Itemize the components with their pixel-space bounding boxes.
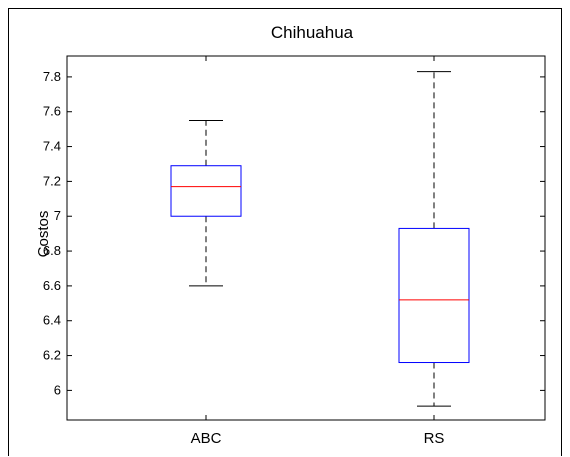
y-tick-label: 6.4 [43,313,61,328]
chart-title: Chihuahua [271,23,354,42]
y-tick-label: 6.8 [43,243,61,258]
box-rs [398,227,470,364]
x-tick-label: RS [424,430,445,447]
y-tick-label: 7.2 [43,173,61,188]
y-tick-label: 6.6 [43,278,61,293]
y-axis-label: Costos [35,211,52,258]
chart-marks: 6 6.2 6.4 6.6 6.8 7 7.2 7.4 7.6 7.8 ABC RS [43,56,545,447]
y-tick-label: 7.6 [43,104,61,119]
y-tick-label: 6.2 [43,348,61,363]
x-tick-label: ABC [191,430,222,447]
y-tick-label: 7 [54,208,61,223]
plot-area [66,55,546,421]
y-tick-label: 7.4 [43,139,61,154]
box-abc [170,165,242,217]
y-tick-label: 7.8 [43,69,61,84]
y-tick-label: 6 [54,382,61,397]
